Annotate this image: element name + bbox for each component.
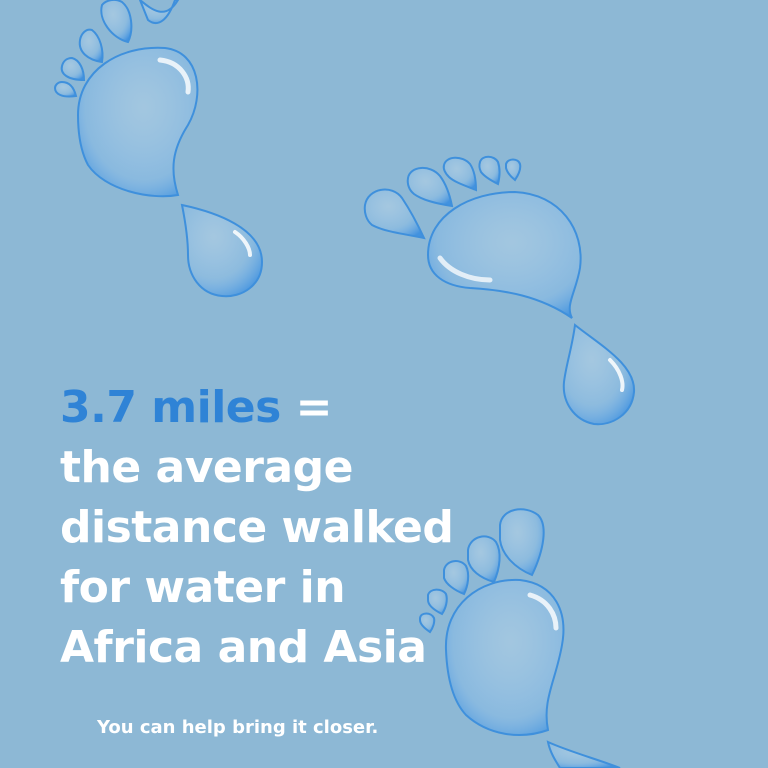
water-footprint-icon bbox=[419, 508, 565, 736]
water-footprint-icon bbox=[53, 0, 199, 198]
headline-line: the average bbox=[60, 442, 353, 493]
headline-line: distance walked bbox=[60, 502, 454, 553]
headline: 3.7 miles = the average distance walked … bbox=[60, 378, 454, 678]
headline-first-line: 3.7 miles = bbox=[60, 378, 453, 438]
headline-highlight: 3.7 miles bbox=[60, 382, 281, 433]
headline-line: for water in bbox=[60, 562, 346, 613]
headline-line: Africa and Asia bbox=[60, 622, 427, 673]
water-drop-icon bbox=[546, 740, 621, 768]
headline-equals: = bbox=[280, 382, 333, 433]
tagline: You can help bring it closer. bbox=[97, 717, 379, 738]
water-drop-icon bbox=[562, 323, 636, 426]
water-drop-icon bbox=[180, 203, 264, 298]
water-footprint-icon bbox=[363, 155, 582, 319]
